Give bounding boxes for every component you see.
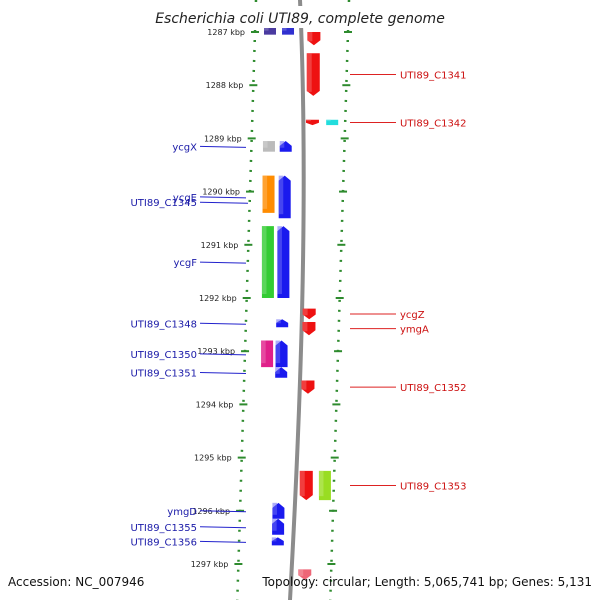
feature-highlight: [271, 537, 277, 542]
feature-highlight: [282, 26, 287, 31]
gene-label: ycgE: [173, 193, 197, 204]
feature-highlight: [302, 321, 308, 332]
feature-highlight: [302, 308, 308, 316]
label-layer: UTI89_C1341UTI89_C1342ycgXycgEUTI89_C134…: [130, 71, 466, 549]
feature-highlight: [307, 32, 313, 42]
gene-leader-line: [199, 353, 247, 356]
cds-block: [326, 119, 339, 126]
gene-leader-line: [199, 371, 247, 374]
gene-leader-line: [199, 145, 247, 148]
feature-layer: [261, 26, 339, 580]
feature-highlight: [277, 226, 282, 294]
feature-highlight: [278, 175, 284, 215]
tick-label: 1287 kbp: [207, 28, 245, 37]
gene-leader-line: [199, 510, 247, 513]
feature-highlight: [301, 380, 307, 390]
tick-label: 1292 kbp: [199, 294, 237, 303]
gene-arrow: [305, 119, 319, 126]
backbone-layer: [288, 0, 306, 600]
gene-leader-line: [199, 201, 249, 204]
feature-highlight: [262, 141, 268, 148]
gene-label: UTI89_C1345: [130, 198, 197, 209]
gene-label: ycgZ: [400, 310, 425, 321]
feature-highlight: [261, 226, 267, 294]
feature-highlight: [262, 175, 268, 209]
gene-label: UTI89_C1341: [400, 71, 467, 82]
feature-highlight: [298, 569, 304, 576]
gene-leader-line: [199, 526, 247, 529]
gene-label: ycgX: [172, 142, 197, 153]
feature-highlight: [272, 502, 277, 515]
title-backdrop: [150, 6, 450, 28]
tick-label: 1295 kbp: [194, 454, 232, 463]
tick-label: 1290 kbp: [202, 188, 240, 197]
gene-label: UTI89_C1350: [130, 350, 197, 361]
feature-highlight: [326, 119, 331, 122]
feature-highlight: [276, 319, 281, 324]
tick-label: 1297 kbp: [191, 560, 229, 569]
tick-label: 1289 kbp: [204, 134, 242, 143]
feature-highlight: [305, 119, 311, 122]
feature-highlight: [264, 26, 269, 31]
accession-text: Accession: NC_007946: [8, 575, 144, 589]
ruler-dotted-line-right: [329, 0, 351, 600]
ruler-layer: 1287 kbp 1288 kbp 1289 kbp 1290 kbp 1291 kbp…: [191, 0, 352, 600]
feature-highlight: [318, 470, 324, 497]
feature-highlight: [261, 340, 266, 364]
gene-label: UTI89_C1348: [130, 319, 197, 330]
genome-backbone-curve: [288, 0, 306, 600]
tick-label: 1291 kbp: [201, 241, 239, 250]
feature-highlight: [272, 518, 277, 531]
gene-label: ymgA: [400, 325, 429, 336]
gene-leader-line: [199, 196, 247, 199]
gene-leader-line: [199, 322, 247, 325]
feature-highlight: [275, 367, 280, 374]
ruler-dotted-line-left: [236, 0, 258, 600]
feature-highlight: [275, 340, 281, 364]
gene-label: UTI89_C1353: [400, 482, 467, 493]
gene-label: UTI89_C1351: [130, 368, 197, 379]
tick-label: 1293 kbp: [197, 347, 235, 356]
tick-label: 1294 kbp: [196, 400, 234, 409]
feature-highlight: [279, 141, 285, 148]
gene-leader-line: [199, 540, 247, 543]
gene-label: UTI89_C1352: [400, 383, 467, 394]
feature-highlight: [299, 470, 305, 497]
gene-label: UTI89_C1342: [400, 118, 467, 129]
map-title: Escherichia coli UTI89, complete genome: [155, 11, 445, 27]
gene-leader-line: [199, 261, 247, 264]
gene-label: ycgF: [173, 258, 197, 269]
feature-highlight: [306, 53, 312, 92]
tick-label: 1288 kbp: [206, 81, 244, 90]
gene-label: UTI89_C1355: [130, 523, 197, 534]
genome-summary-text: Topology: circular; Length: 5,065,741 bp…: [261, 575, 592, 589]
gene-label: UTI89_C1356: [130, 537, 197, 548]
gene-label: ymgD: [167, 507, 197, 518]
